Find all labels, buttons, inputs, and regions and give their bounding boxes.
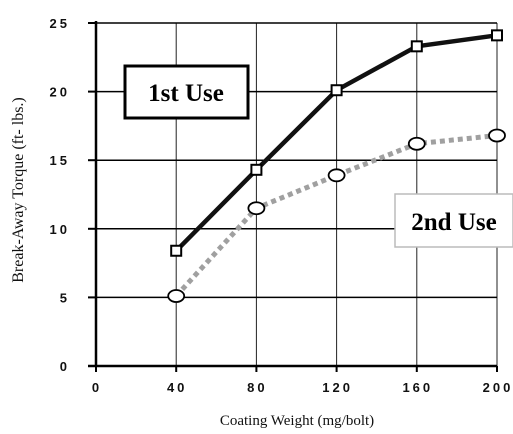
x-tick-label-3: 120	[322, 380, 353, 395]
series-2	[167, 128, 506, 303]
x-tick-labels: 0 40 80 120 160 200	[92, 380, 513, 395]
y-axis-title: Break-Away Torque (ft- lbs.)	[10, 97, 27, 283]
legend-box-1st-use: 1st Use	[123, 64, 250, 120]
legend-label-2nd-use: 2nd Use	[411, 209, 496, 236]
legend-box-2nd-use: 2nd Use	[394, 193, 513, 248]
x-axis-title: Coating Weight (mg/bolt)	[220, 413, 374, 429]
x-tick-label-4: 160	[402, 380, 433, 395]
x-tick-label-1: 40	[167, 380, 187, 395]
y-tick-label-5: 25	[50, 16, 70, 31]
series-line-2	[174, 133, 498, 298]
x-tick-label-2: 80	[247, 380, 267, 395]
y-tick-labels: 0 5 10 15 20 25	[50, 16, 70, 374]
point-s2-2	[327, 168, 346, 183]
y-tick-label-2: 10	[50, 222, 70, 237]
series-group	[167, 29, 506, 303]
x-tick-label-0: 0	[92, 380, 102, 395]
point-s1-2	[330, 84, 343, 97]
point-s2-1	[247, 201, 266, 216]
y-tick-label-1: 5	[60, 290, 70, 305]
series-1	[170, 29, 503, 257]
point-s1-1	[250, 163, 263, 176]
y-tick-label-3: 15	[50, 153, 70, 168]
point-s2-3	[407, 136, 426, 151]
point-s1-0	[170, 244, 183, 257]
y-tick-label-4: 20	[50, 85, 70, 100]
legend-label-1st-use: 1st Use	[148, 80, 224, 107]
point-s2-0	[167, 289, 186, 303]
x-tick-label-5: 200	[483, 380, 513, 395]
point-s1-4	[491, 29, 503, 42]
axes	[88, 21, 498, 372]
point-s2-4	[488, 128, 506, 143]
point-s1-3	[410, 40, 423, 53]
y-tick-label-0: 0	[60, 359, 70, 374]
